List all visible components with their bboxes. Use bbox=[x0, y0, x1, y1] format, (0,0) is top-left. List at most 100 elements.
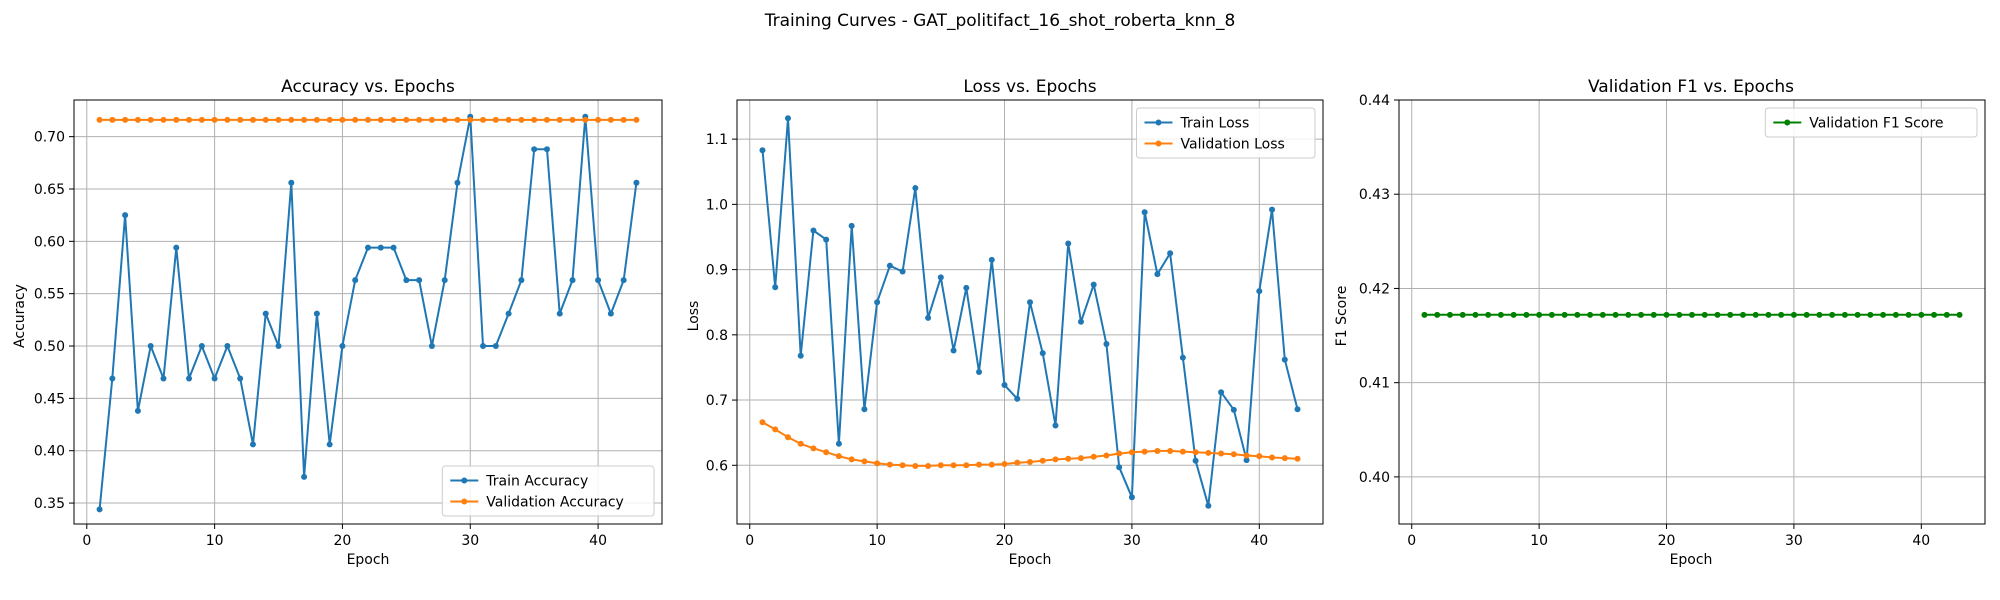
loss-data-point-validation-loss bbox=[1218, 450, 1225, 457]
loss-data-point-validation-loss bbox=[1243, 452, 1250, 459]
accuracy-data-point-train-accuracy bbox=[569, 277, 576, 284]
f1-data-point-validation-f1-score bbox=[1561, 311, 1568, 318]
accuracy-data-point-train-accuracy bbox=[186, 375, 193, 382]
accuracy-data-point-validation-accuracy bbox=[620, 116, 627, 123]
f1-data-point-validation-f1-score bbox=[1739, 311, 1746, 318]
loss-axes-frame bbox=[736, 99, 1324, 525]
accuracy-data-point-validation-accuracy bbox=[505, 116, 512, 123]
f1-data-point-validation-f1-score bbox=[1497, 311, 1504, 318]
accuracy-data-point-validation-accuracy bbox=[326, 116, 333, 123]
accuracy-data-point-validation-accuracy bbox=[275, 116, 282, 123]
accuracy-data-point-validation-accuracy bbox=[237, 116, 244, 123]
loss-data-point-validation-loss bbox=[1205, 449, 1212, 456]
loss-y-tick-label: 1.0 bbox=[706, 197, 728, 213]
f1-chart-xlabel: Epoch bbox=[1670, 552, 1713, 568]
accuracy-data-point-train-accuracy bbox=[454, 179, 461, 186]
loss-data-point-validation-loss bbox=[772, 426, 779, 433]
loss-data-point-validation-loss bbox=[925, 462, 932, 469]
loss-chart: Loss vs. Epochs Epoch Loss 0 10 20 30 40 0.6 0… bbox=[686, 77, 1324, 568]
accuracy-data-point-train-accuracy bbox=[620, 277, 627, 284]
loss-x-tick-label: 20 bbox=[996, 533, 1014, 549]
loss-data-point-train-loss bbox=[1205, 502, 1212, 509]
loss-data-point-validation-loss bbox=[810, 445, 817, 452]
loss-data-point-validation-loss bbox=[861, 458, 868, 465]
loss-data-point-train-loss bbox=[1141, 209, 1148, 216]
loss-data-point-train-loss bbox=[1218, 389, 1225, 396]
accuracy-data-point-validation-accuracy bbox=[492, 116, 499, 123]
f1-data-point-validation-f1-score bbox=[1676, 311, 1683, 318]
f1-x-tick-label: 30 bbox=[1785, 533, 1803, 549]
loss-data-point-train-loss bbox=[899, 268, 906, 275]
loss-data-point-validation-loss bbox=[1052, 456, 1059, 463]
loss-data-point-validation-loss bbox=[874, 460, 881, 467]
f1-data-point-validation-f1-score bbox=[1612, 311, 1619, 318]
accuracy-data-point-validation-accuracy bbox=[96, 116, 103, 123]
loss-data-point-train-loss bbox=[1116, 464, 1123, 471]
f1-data-point-validation-f1-score bbox=[1803, 311, 1810, 318]
f1-legend bbox=[1764, 107, 1978, 138]
loss-data-point-validation-loss bbox=[1141, 448, 1148, 455]
loss-legend-label: Validation Loss bbox=[1181, 137, 1285, 153]
loss-data-point-train-loss bbox=[797, 352, 804, 359]
loss-x-tick-label: 30 bbox=[1123, 533, 1141, 549]
f1-data-point-validation-f1-score bbox=[1650, 311, 1657, 318]
accuracy-data-point-validation-accuracy bbox=[390, 116, 397, 123]
f1-y-tick-label: 0.42 bbox=[1359, 281, 1390, 297]
accuracy-y-tick-label: 0.60 bbox=[34, 234, 65, 250]
loss-data-point-validation-loss bbox=[1039, 457, 1046, 464]
loss-data-point-train-loss bbox=[1065, 240, 1072, 247]
f1-data-point-validation-f1-score bbox=[1663, 311, 1670, 318]
accuracy-data-point-train-accuracy bbox=[160, 375, 167, 382]
f1-data-point-validation-f1-score bbox=[1536, 311, 1543, 318]
accuracy-data-point-validation-accuracy bbox=[249, 116, 256, 123]
accuracy-data-point-validation-accuracy bbox=[633, 116, 640, 123]
loss-data-point-validation-loss bbox=[1256, 453, 1263, 460]
loss-data-point-validation-loss bbox=[1294, 455, 1301, 462]
f1-data-point-validation-f1-score bbox=[1943, 311, 1950, 318]
loss-data-point-validation-loss bbox=[1090, 453, 1097, 460]
loss-data-point-validation-loss bbox=[759, 419, 766, 426]
f1-data-point-validation-f1-score bbox=[1472, 311, 1479, 318]
accuracy-data-point-train-accuracy bbox=[109, 375, 116, 382]
loss-data-point-validation-loss bbox=[1167, 447, 1174, 454]
accuracy-data-point-validation-accuracy bbox=[288, 116, 295, 123]
loss-data-point-train-loss bbox=[1230, 406, 1237, 413]
accuracy-legend-marker bbox=[461, 477, 468, 484]
f1-data-point-validation-f1-score bbox=[1854, 311, 1861, 318]
accuracy-data-point-validation-accuracy bbox=[480, 116, 487, 123]
accuracy-data-point-validation-accuracy bbox=[569, 116, 576, 123]
f1-x-tick-label: 20 bbox=[1658, 533, 1676, 549]
f1-data-point-validation-f1-score bbox=[1752, 311, 1759, 318]
f1-legend-label: Validation F1 Score bbox=[1809, 116, 1943, 132]
loss-y-tick-label: 1.1 bbox=[706, 132, 728, 148]
loss-y-tick-label: 0.9 bbox=[706, 263, 728, 279]
accuracy-data-point-validation-accuracy bbox=[186, 116, 193, 123]
loss-data-point-validation-loss bbox=[1281, 455, 1288, 462]
accuracy-data-point-validation-accuracy bbox=[377, 116, 384, 123]
loss-chart-xlabel: Epoch bbox=[1009, 552, 1052, 568]
loss-data-point-train-loss bbox=[886, 262, 893, 269]
f1-data-point-validation-f1-score bbox=[1727, 311, 1734, 318]
loss-x-tick-label: 0 bbox=[745, 533, 754, 549]
accuracy-data-point-train-accuracy bbox=[531, 146, 538, 153]
accuracy-legend bbox=[441, 465, 655, 517]
f1-data-point-validation-f1-score bbox=[1523, 311, 1530, 318]
accuracy-data-point-train-accuracy bbox=[211, 375, 218, 382]
accuracy-x-tick-label: 30 bbox=[461, 533, 479, 549]
f1-data-point-validation-f1-score bbox=[1778, 311, 1785, 318]
loss-x-tick-label: 40 bbox=[1250, 533, 1268, 549]
accuracy-chart-ylabel: Accuracy bbox=[12, 284, 28, 348]
loss-data-point-train-loss bbox=[1001, 382, 1008, 389]
accuracy-data-point-train-accuracy bbox=[173, 244, 180, 251]
f1-chart: Validation F1 vs. Epochs Epoch F1 Score … bbox=[1334, 77, 1986, 568]
accuracy-x-tick-label: 40 bbox=[589, 533, 607, 549]
loss-chart-title: Loss vs. Epochs bbox=[963, 77, 1096, 97]
accuracy-data-point-train-accuracy bbox=[339, 343, 346, 350]
accuracy-data-point-train-accuracy bbox=[224, 343, 231, 350]
loss-data-point-validation-loss bbox=[1128, 449, 1135, 456]
accuracy-y-tick-label: 0.45 bbox=[34, 391, 65, 407]
f1-y-tick-label: 0.43 bbox=[1359, 187, 1390, 203]
loss-data-point-train-loss bbox=[912, 185, 919, 192]
accuracy-data-point-validation-accuracy bbox=[224, 116, 231, 123]
f1-data-point-validation-f1-score bbox=[1446, 311, 1453, 318]
